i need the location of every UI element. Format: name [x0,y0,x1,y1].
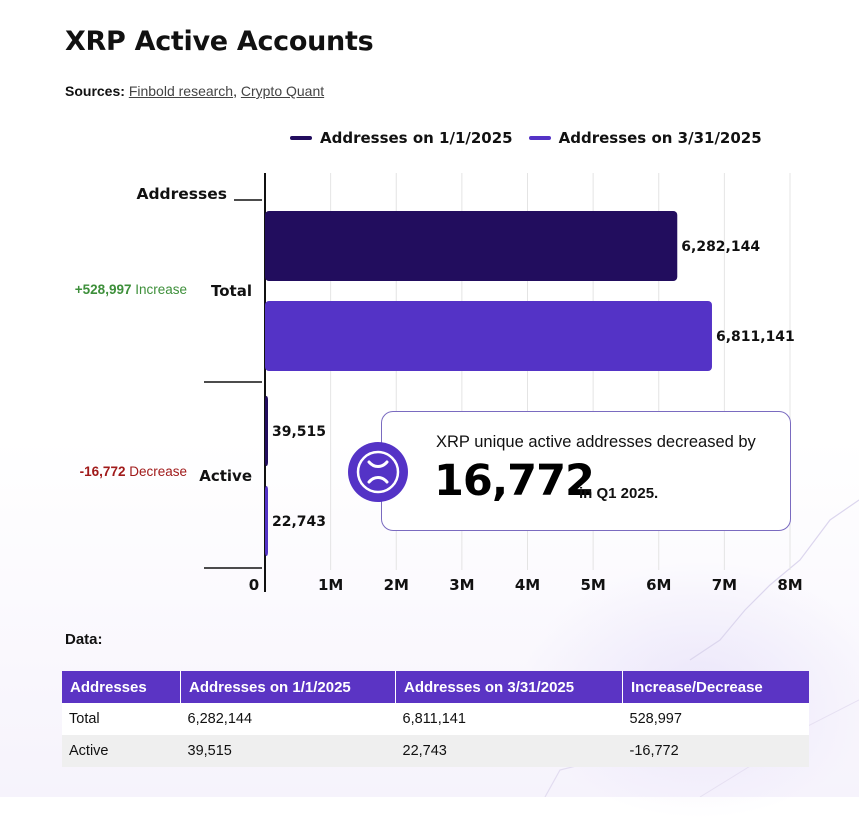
page-title: XRP Active Accounts [65,26,374,57]
axis-title: Addresses [136,185,227,203]
bar-chart: Addresses 0 1M 2M 3M 4M 5M 6M 7M 8M 6,282,144 6,811… [75,173,803,594]
x-tick-label: 2M [384,576,409,594]
data-label: 39,515 [272,424,326,440]
table-row: Total 6,282,144 6,811,141 528,997 [62,703,809,735]
change-annotation: -16,772 Decrease [80,464,187,479]
table-row: Active 39,515 22,743 -16,772 [62,735,809,767]
change-word: Decrease [125,464,187,479]
x-tick-label: 4M [515,576,540,594]
x-tick-label: 3M [449,576,474,594]
table-header-cell: Increase/Decrease [622,671,809,703]
table-cell: 6,282,144 [180,703,396,735]
legend-item-series-1: Addresses on 1/1/2025 [290,129,513,147]
table-header-row: Addresses Addresses on 1/1/2025 Addresse… [62,671,809,703]
category-label: Total [211,282,252,300]
change-word: Increase [131,282,187,297]
source-link-finbold[interactable]: Finbold research [128,83,234,99]
data-label: 6,811,141 [716,329,795,345]
table-cell: 39,515 [180,735,396,767]
sources-line: Sources: Finbold research, Crypto Quant [65,83,324,99]
legend-item-series-2: Addresses on 3/31/2025 [528,129,762,147]
table-header-cell: Addresses on 3/31/2025 [395,671,623,703]
table-cell: -16,772 [622,735,809,767]
callout-suffix: in Q1 2025. [579,485,659,502]
x-tick-label: 7M [712,576,737,594]
table-cell: 22,743 [395,735,623,767]
sources-label: Sources: [65,83,125,99]
x-tick-label: 1M [318,576,343,594]
data-label: 6,282,144 [681,239,760,255]
sources-separator: , [233,83,237,99]
change-annotation: +528,997 Increase [75,282,187,297]
category-label: Active [199,467,252,485]
bar-active-series-1 [265,396,268,466]
legend-swatch-series-2 [528,136,551,140]
bar-active-series-2 [265,486,268,556]
table-cell: 528,997 [622,703,809,735]
x-tick-label: 8M [777,576,802,594]
chart-legend: Addresses on 1/1/2025 Addresses on 3/31/… [290,129,762,147]
bar-total-series-1 [265,211,678,281]
legend-label-series-2: Addresses on 3/31/2025 [558,129,762,147]
data-label: 22,743 [272,514,326,530]
x-tick-label: 6M [646,576,671,594]
legend-label-series-1: Addresses on 1/1/2025 [320,129,513,147]
legend-swatch-series-1 [290,136,312,140]
callout-text: XRP unique active addresses decreased by [436,433,756,451]
x-tick-label: 0 [249,576,259,594]
x-tick-label: 5M [580,576,605,594]
data-table-label: Data: [65,631,103,648]
source-link-cryptoquant[interactable]: Crypto Quant [240,83,325,99]
table-cell: 6,811,141 [395,703,623,735]
change-value: +528,997 [75,282,132,297]
bar-total-series-2 [265,301,712,371]
table-cell: Total [62,703,181,735]
xrp-logo-icon [348,442,408,502]
table-header-cell: Addresses [62,671,181,703]
callout-number: 16,772 [434,456,595,506]
change-value: -16,772 [80,464,126,479]
callout-box: XRP unique active addresses decreased by… [381,411,791,531]
table-cell: Active [62,735,181,767]
table-header-cell: Addresses on 1/1/2025 [180,671,396,703]
data-table: Addresses Addresses on 1/1/2025 Addresse… [62,671,809,767]
